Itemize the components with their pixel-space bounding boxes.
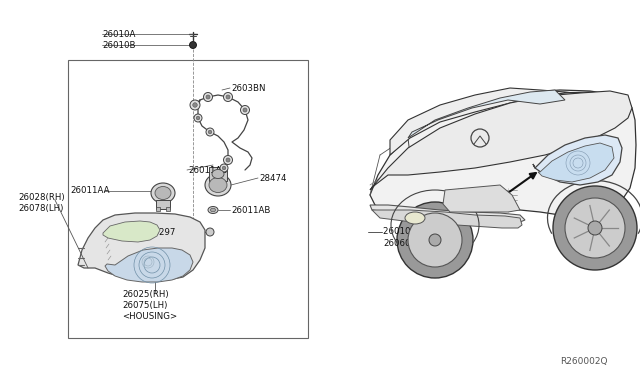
Polygon shape <box>370 205 525 222</box>
Circle shape <box>223 93 232 102</box>
Text: R260002Q: R260002Q <box>560 357 607 366</box>
Circle shape <box>190 100 200 110</box>
Circle shape <box>194 114 202 122</box>
Text: 26060(LH): 26060(LH) <box>383 239 428 248</box>
Circle shape <box>408 213 462 267</box>
Polygon shape <box>370 90 636 216</box>
Polygon shape <box>408 90 565 138</box>
Polygon shape <box>103 221 160 242</box>
Text: 28474: 28474 <box>259 174 287 183</box>
Circle shape <box>226 95 230 99</box>
Polygon shape <box>443 185 520 212</box>
Polygon shape <box>538 143 614 182</box>
Bar <box>166 207 170 211</box>
Circle shape <box>243 108 247 112</box>
Text: 26011AB: 26011AB <box>188 166 227 175</box>
Ellipse shape <box>405 212 425 224</box>
Text: <HOUSING>: <HOUSING> <box>122 312 177 321</box>
Circle shape <box>397 202 473 278</box>
Polygon shape <box>105 248 193 282</box>
Text: 26075(LH): 26075(LH) <box>122 301 168 310</box>
Text: 26028(RH): 26028(RH) <box>18 193 65 202</box>
Circle shape <box>429 234 441 246</box>
Circle shape <box>196 116 200 120</box>
Polygon shape <box>533 135 622 185</box>
Circle shape <box>204 93 212 102</box>
Ellipse shape <box>211 208 216 212</box>
Circle shape <box>222 166 226 170</box>
Circle shape <box>565 198 625 258</box>
Circle shape <box>208 130 212 134</box>
Ellipse shape <box>155 186 171 199</box>
Polygon shape <box>78 213 205 280</box>
Ellipse shape <box>212 170 224 179</box>
Polygon shape <box>390 88 630 155</box>
Text: 26297: 26297 <box>148 228 175 237</box>
Ellipse shape <box>209 177 227 192</box>
Circle shape <box>189 42 196 48</box>
Polygon shape <box>370 91 632 190</box>
Circle shape <box>206 128 214 136</box>
Text: 26011AA: 26011AA <box>70 186 109 195</box>
Bar <box>209 167 227 181</box>
Circle shape <box>206 228 214 236</box>
Circle shape <box>193 103 197 107</box>
Bar <box>68 60 308 338</box>
Text: 26078(LH): 26078(LH) <box>18 204 63 213</box>
Bar <box>156 200 170 209</box>
Circle shape <box>206 95 210 99</box>
Text: 26010A: 26010A <box>102 30 136 39</box>
Circle shape <box>588 221 602 235</box>
Ellipse shape <box>208 206 218 214</box>
Circle shape <box>226 158 230 162</box>
Circle shape <box>223 155 232 164</box>
Text: 26010 (RH: 26010 (RH <box>383 227 429 236</box>
Ellipse shape <box>205 174 231 196</box>
Ellipse shape <box>151 183 175 203</box>
Circle shape <box>241 106 250 115</box>
Circle shape <box>220 164 228 172</box>
Polygon shape <box>372 210 522 228</box>
Bar <box>156 207 160 211</box>
Text: 26025(RH): 26025(RH) <box>122 290 168 299</box>
Text: 26010B: 26010B <box>102 41 136 50</box>
Text: 26011AB: 26011AB <box>231 206 270 215</box>
Text: 2603BN: 2603BN <box>231 84 266 93</box>
Circle shape <box>553 186 637 270</box>
